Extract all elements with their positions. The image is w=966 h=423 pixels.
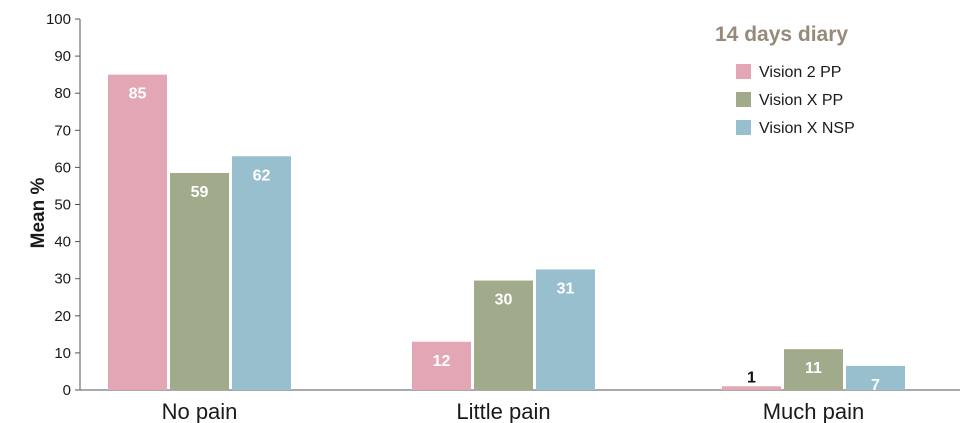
y-tick-label: 30 (54, 271, 71, 288)
legend-label: Vision X NSP (759, 120, 855, 137)
bar (474, 280, 533, 390)
x-tick-label: No pain (162, 399, 238, 423)
legend-label: Vision 2 PP (759, 64, 841, 81)
data-label: 11 (805, 360, 822, 377)
y-tick-label: 50 (54, 197, 71, 214)
x-tick-label: Little pain (456, 399, 550, 423)
x-tick-label: Much pain (763, 399, 865, 423)
bar (412, 341, 471, 390)
legend-swatch (736, 64, 751, 79)
legend-swatch (736, 120, 751, 135)
data-label: 12 (433, 353, 451, 370)
data-label: 62 (253, 167, 271, 184)
bar (784, 349, 843, 390)
legend-title: 14 days diary (715, 23, 848, 46)
y-tick-label: 70 (54, 122, 71, 139)
y-tick-label: 80 (54, 85, 71, 102)
data-label: 31 (557, 280, 575, 297)
y-tick-label: 0 (63, 382, 71, 399)
bar (536, 269, 595, 390)
bar (722, 386, 781, 390)
legend: 14 days diary Vision 2 PP Vision X PP Visi… (715, 23, 855, 137)
data-label: 30 (495, 292, 513, 309)
y-tick-label: 60 (54, 159, 71, 176)
data-label: 59 (191, 184, 209, 201)
x-axis-labels: No pain Little pain Much pain (162, 399, 865, 423)
y-axis-label: Mean % (28, 178, 49, 249)
data-label: 7 (871, 377, 880, 394)
bar (232, 156, 291, 390)
bar (108, 74, 167, 391)
bar (170, 172, 229, 390)
y-tick-label: 10 (54, 345, 71, 362)
y-tick-label: 40 (54, 234, 71, 251)
y-tick-label: 90 (54, 48, 71, 65)
data-label: 85 (129, 86, 147, 103)
y-tick-label: 100 (46, 11, 71, 28)
legend-swatch (736, 92, 751, 107)
bar (846, 365, 905, 390)
data-label: 1 (747, 369, 756, 386)
y-tick-label: 20 (54, 308, 71, 325)
legend-label: Vision X PP (759, 92, 843, 109)
